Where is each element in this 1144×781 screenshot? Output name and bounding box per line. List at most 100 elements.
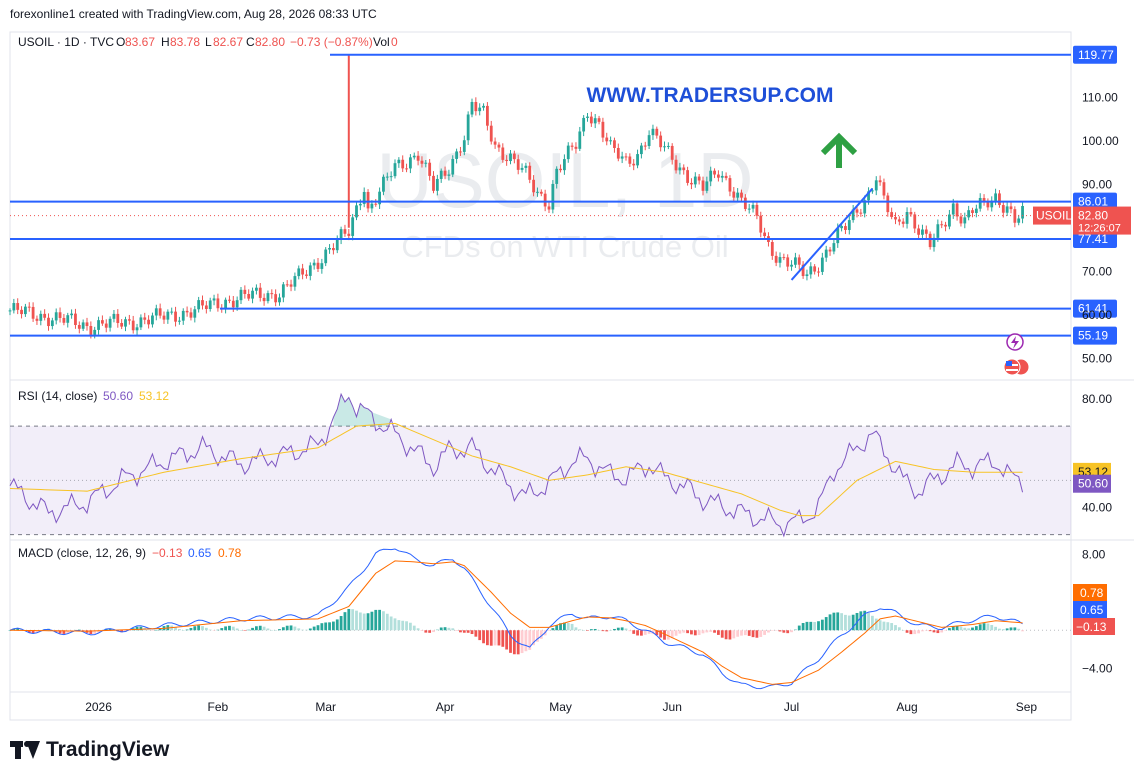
candle [963, 212, 967, 229]
candle [520, 163, 524, 173]
macd-histogram-bar [370, 611, 374, 631]
candle [385, 172, 389, 181]
candle [74, 308, 77, 329]
candle-body [335, 239, 339, 251]
candle-body [586, 116, 589, 118]
macd-histogram-bar [385, 613, 389, 631]
macd-histogram-bar [524, 630, 528, 652]
candle-body [551, 183, 555, 210]
candle [536, 187, 539, 197]
candle [948, 209, 951, 230]
macd-histogram-bar [528, 630, 532, 650]
candle [239, 287, 243, 304]
macd-histogram-bar [127, 630, 131, 631]
macd-histogram-bar [478, 630, 482, 641]
macd-histogram-bar [609, 630, 612, 631]
candle-body [574, 146, 578, 149]
candle [636, 149, 639, 169]
candle-body [178, 320, 181, 322]
candle [451, 155, 455, 178]
candle-body [266, 293, 270, 302]
candle [559, 164, 562, 173]
candle-body [35, 318, 39, 321]
candle-body [978, 197, 982, 209]
macd-title: MACD (close, 12, 26, 9) [18, 546, 146, 560]
candle [478, 103, 482, 116]
macd-histogram-bar [324, 622, 328, 631]
candle-body [959, 216, 963, 224]
macd-histogram-bar [759, 630, 763, 637]
us-flag-icon[interactable] [1003, 358, 1030, 376]
events-flag-icon[interactable] [1006, 333, 1024, 351]
legend-volume: 0 [391, 35, 398, 49]
macd-histogram-bar [489, 630, 493, 646]
candle-body [651, 128, 655, 136]
candle-body [524, 165, 528, 168]
candle-body [378, 191, 381, 205]
candle-body [486, 105, 489, 126]
macd-histogram-bar [328, 622, 331, 631]
candle [162, 311, 166, 324]
candle [293, 272, 297, 291]
candle [251, 287, 254, 304]
macd-histogram-bar [601, 630, 605, 632]
candle-body [228, 299, 231, 301]
candle [982, 194, 986, 206]
candle-body [147, 319, 150, 325]
rsi-pane [9, 392, 1071, 538]
candle-body [135, 327, 139, 331]
macd-histogram-bar [486, 630, 489, 646]
macd-histogram-bar [420, 630, 424, 631]
candle [690, 178, 693, 190]
candle-body [897, 219, 901, 222]
candle-body [328, 248, 331, 250]
macd-histogram-bar [220, 628, 224, 631]
candle-body [197, 300, 201, 310]
candle [455, 148, 458, 164]
macd-histogram-bar [443, 627, 447, 631]
macd-histogram-bar [158, 628, 162, 631]
candle-body [181, 310, 185, 321]
candle-body [274, 294, 278, 303]
candle [886, 192, 890, 217]
candle [801, 261, 805, 279]
macd-histogram-bar [982, 623, 986, 631]
candle-body [409, 157, 412, 169]
candle [759, 211, 763, 238]
candle [332, 243, 335, 255]
candle-body [697, 176, 701, 181]
candle [493, 137, 497, 149]
candle-body [516, 159, 520, 170]
candle [343, 224, 347, 237]
macd-histogram-bar [405, 621, 408, 631]
candle [459, 146, 462, 157]
candle [228, 295, 231, 304]
candle-body [720, 175, 724, 178]
macd-histogram-bar [978, 624, 982, 631]
candle [797, 254, 801, 270]
macd-tick-label: −4.00 [1082, 661, 1113, 675]
macd-histogram-bar [351, 609, 355, 631]
candle-body [27, 306, 31, 308]
macd-histogram-bar [397, 620, 401, 631]
candle [628, 153, 632, 167]
histogram-tag-label: −0.13 [1076, 620, 1107, 634]
candle [439, 168, 443, 183]
candle [389, 171, 393, 182]
candle [813, 264, 817, 275]
macd-histogram-bar [393, 618, 397, 631]
candle-body [701, 180, 705, 191]
candle [844, 222, 847, 235]
candle [474, 97, 478, 116]
macd-histogram-bar [432, 630, 435, 633]
macd-histogram-bar [347, 608, 351, 631]
candle [593, 114, 597, 129]
candle-body [532, 179, 535, 193]
candle-body [297, 268, 301, 277]
candle [613, 137, 616, 153]
candle-body [270, 293, 274, 295]
rsi-tick-label: 80.00 [1082, 392, 1112, 406]
candle [409, 154, 412, 174]
macd-histogram-bar [108, 628, 112, 631]
